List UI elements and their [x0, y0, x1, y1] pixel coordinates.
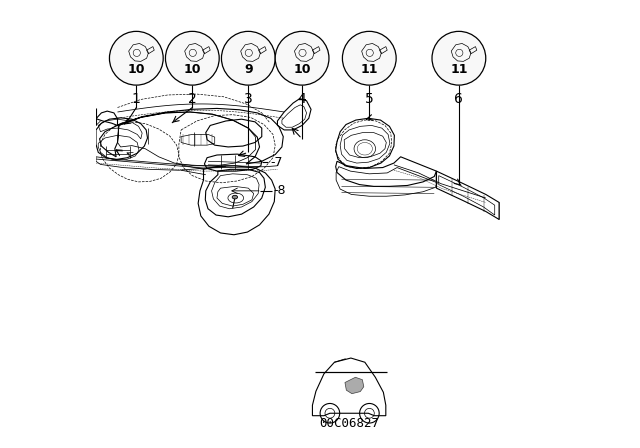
Circle shape [342, 31, 396, 85]
Text: 10: 10 [184, 63, 201, 76]
Text: 5: 5 [365, 92, 374, 107]
Circle shape [165, 31, 219, 85]
Circle shape [221, 31, 275, 85]
Text: -8: -8 [273, 184, 285, 198]
Polygon shape [345, 377, 364, 394]
Text: 2: 2 [188, 92, 196, 107]
Circle shape [432, 31, 486, 85]
Text: 11: 11 [450, 63, 468, 76]
Text: -7: -7 [271, 155, 284, 169]
Text: 10: 10 [127, 63, 145, 76]
Text: 3: 3 [244, 92, 253, 107]
Text: 00C06827: 00C06827 [319, 417, 379, 430]
Text: 4: 4 [298, 92, 307, 107]
Text: 10: 10 [293, 63, 311, 76]
Text: 11: 11 [360, 63, 378, 76]
Text: 6: 6 [454, 92, 463, 107]
Text: 9: 9 [244, 63, 253, 76]
Ellipse shape [232, 195, 237, 199]
Circle shape [275, 31, 329, 85]
Circle shape [109, 31, 163, 85]
Text: 1: 1 [132, 92, 141, 107]
